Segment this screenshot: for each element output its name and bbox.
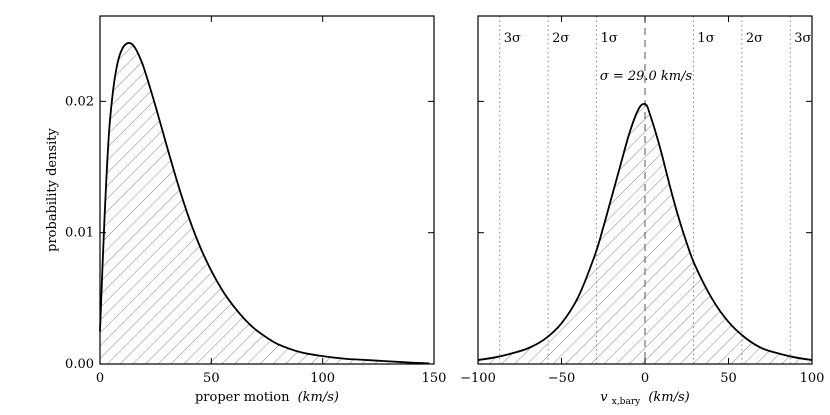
right-x-axis-label-unit: (km/s): [648, 390, 689, 405]
sigma-annotation: σ = 29.0 km/s: [600, 69, 693, 84]
right-distribution-curve: [477, 102, 813, 361]
sigma-label: 2σ: [552, 31, 569, 46]
sigma-label: 3σ: [504, 31, 521, 46]
left-x-tick-label: 150: [422, 371, 447, 386]
right-x-tick-label: 50: [720, 371, 737, 386]
left-y-tick-label: 0.02: [65, 94, 94, 109]
left-x-axis-label-text: proper motion: [195, 390, 290, 405]
right-x-tick-label: 100: [800, 371, 825, 386]
sigma-labels: 3σ 2σ 1σ 1σ 2σ 3σ: [504, 31, 812, 46]
left-distribution-fill: [100, 42, 430, 364]
right-chart: −100 −50 0 50 100 3σ 2σ 1σ 1σ 2σ 3σ σ = 29.0 km/s…: [460, 15, 824, 408]
left-x-tick-label: 50: [203, 371, 220, 386]
right-x-ticks: −100 −50 0 50 100: [460, 16, 824, 386]
left-x-tick-label: 0: [96, 371, 104, 386]
left-y-tick-label: 0.00: [65, 357, 94, 372]
right-x-axis-label-subscript: x,bary: [612, 397, 641, 407]
sigma-label: 2σ: [746, 31, 763, 46]
left-x-axis-label-unit: (km/s): [298, 390, 339, 405]
left-x-axis-label: proper motion (km/s): [195, 390, 339, 405]
left-x-ticks: 0 50 100 150: [96, 16, 447, 386]
left-x-tick-label: 100: [310, 371, 335, 386]
sigma-label: 1σ: [697, 31, 714, 46]
sigma-label: 1σ: [601, 31, 618, 46]
left-plot-frame: [99, 15, 435, 365]
right-x-tick-label: 0: [641, 371, 649, 386]
right-distribution-fill: [478, 103, 812, 364]
left-chart: 0 50 100 150 0.00 0.01 0.02 probability densi…: [45, 15, 447, 405]
left-y-ticks: 0.00 0.01 0.02: [65, 94, 434, 372]
right-x-tick-label: −100: [460, 371, 496, 386]
right-x-axis-label-symbol: v: [600, 390, 608, 405]
left-distribution-curve: [99, 42, 430, 365]
right-x-tick-label: −50: [548, 371, 575, 386]
right-y-ticks: [478, 100, 812, 365]
right-x-axis-label: v x,bary (km/s): [600, 390, 690, 408]
left-y-tick-label: 0.01: [65, 226, 94, 241]
sigma-label: 3σ: [794, 31, 811, 46]
left-y-axis-label: probability density: [45, 127, 60, 251]
